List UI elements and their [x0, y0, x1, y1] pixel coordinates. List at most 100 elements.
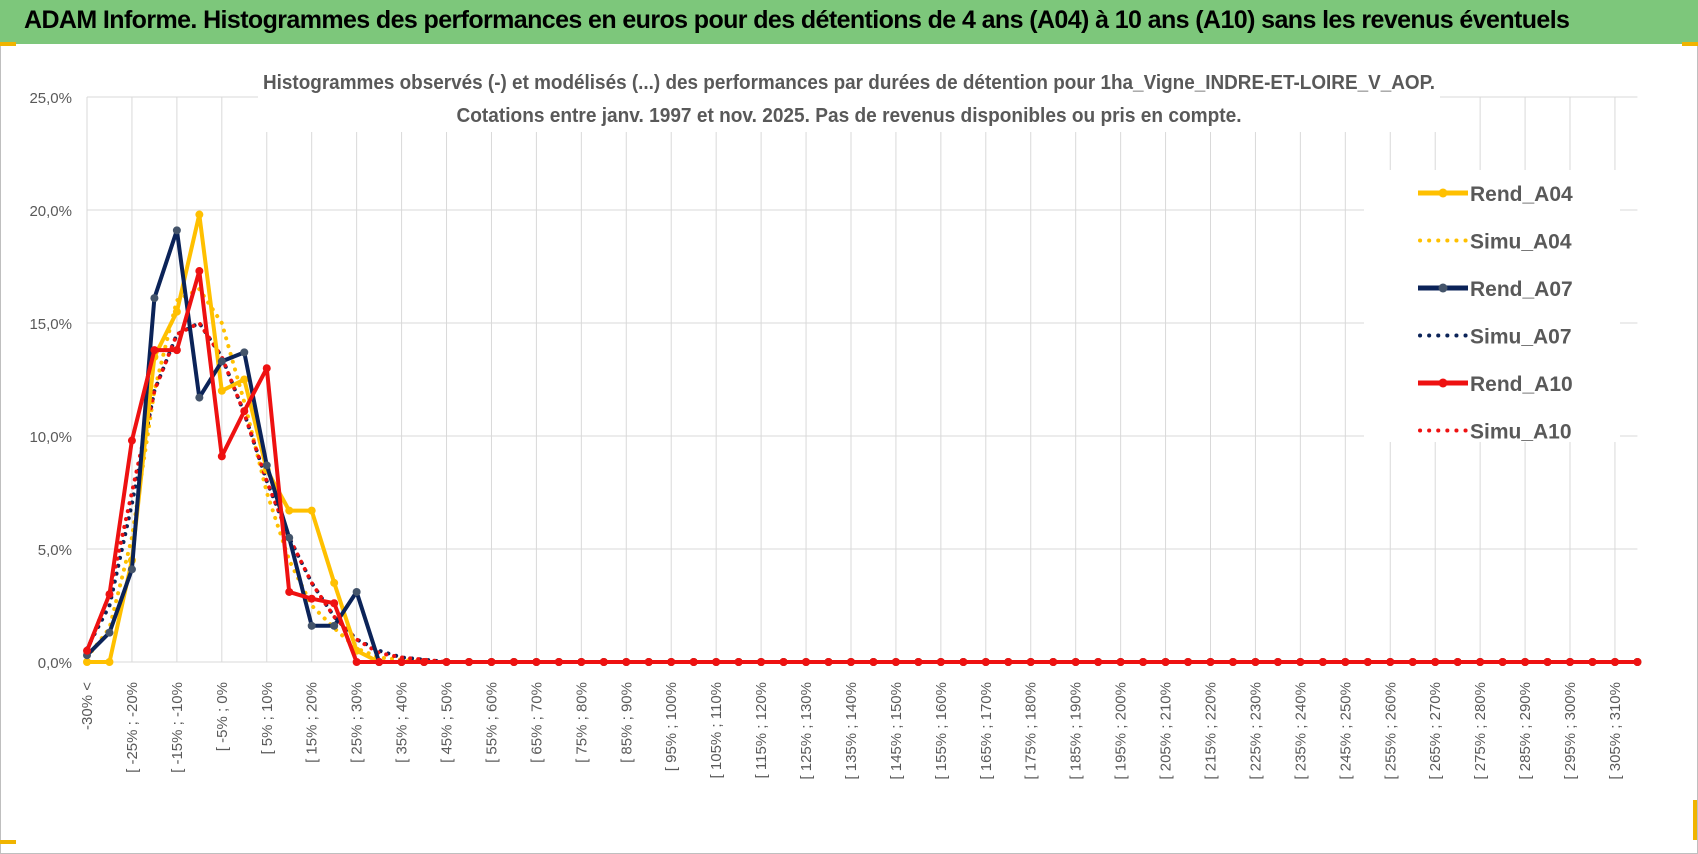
series-line-rend_a10: [85, 269, 1638, 664]
data-point: [105, 658, 114, 666]
x-axis-ticks: -30% < [ -25% ; -20% [ -15% ; -10% [ -5% ; …: [79, 682, 1624, 780]
data-point: [172, 307, 181, 316]
x-tick-label: [ 105% ; 110%: [708, 682, 725, 778]
legend: Rend_A04 Simu_A04 Rend_A07 Simu_A07 Rend_A10…: [1364, 170, 1620, 444]
data-point: [487, 658, 496, 666]
chart-title: Histogrammes observés (-) et modélisés (…: [263, 72, 1435, 94]
data-point: [599, 658, 608, 666]
x-tick-label: [ 165% ; 170%: [978, 682, 995, 780]
data-point: [1251, 658, 1260, 666]
series-layer: [83, 210, 1642, 666]
x-tick-label: [ 175% ; 180%: [1023, 682, 1040, 780]
x-tick-label: [ 205% ; 210%: [1158, 682, 1175, 780]
legend-item-rend_a04: Rend_A04: [1418, 183, 1573, 206]
page-title: ADAM Informe. Histogrammes des performan…: [24, 6, 1570, 34]
data-point: [150, 294, 159, 303]
data-point: [1453, 658, 1462, 666]
data-point: [1408, 658, 1417, 666]
data-point: [195, 393, 204, 402]
x-tick-label: [ 225% ; 230%: [1247, 682, 1264, 780]
legend-marker: [1438, 283, 1448, 293]
x-tick-label: [ 245% ; 250%: [1337, 682, 1354, 780]
data-point: [307, 621, 316, 630]
series-rend_a10: [83, 267, 1642, 666]
data-point: [240, 375, 249, 384]
data-point: [150, 346, 159, 355]
data-point: [1588, 658, 1597, 666]
x-tick-label: [ 5% ; 10%: [259, 682, 276, 755]
data-point: [1071, 658, 1080, 666]
data-point: [105, 628, 114, 637]
x-tick-label: [ 275% ; 280%: [1472, 682, 1489, 780]
data-point: [83, 646, 91, 655]
data-point: [1610, 658, 1619, 666]
x-tick-label: [ 35% ; 40%: [394, 682, 411, 763]
legend-label: Simu_A10: [1470, 421, 1572, 444]
data-point: [757, 658, 766, 666]
data-point: [1341, 658, 1350, 666]
x-tick-label: [ 155% ; 160%: [933, 682, 950, 780]
data-point: [891, 658, 900, 666]
data-point: [172, 226, 181, 235]
y-tick-label: 5,0%: [38, 542, 72, 559]
data-point: [824, 658, 833, 666]
legend-marker: [1438, 188, 1448, 198]
data-point: [105, 590, 114, 599]
data-point: [1139, 658, 1148, 666]
data-point: [1273, 658, 1282, 666]
data-point: [532, 658, 541, 666]
legend-label: Rend_A07: [1470, 278, 1573, 301]
x-tick-label: [ 45% ; 50%: [439, 682, 456, 763]
x-tick-label: [ 215% ; 220%: [1203, 682, 1220, 780]
legend-background: [1364, 170, 1620, 442]
data-point: [667, 658, 676, 666]
data-point: [1431, 658, 1440, 666]
chart-subtitle: Cotations entre janv. 1997 et nov. 2025.…: [457, 105, 1242, 127]
data-point: [689, 658, 698, 666]
data-point: [1521, 658, 1530, 666]
title-background: [258, 66, 1440, 132]
data-point: [509, 658, 518, 666]
legend-item-rend_a07: Rend_A07: [1418, 278, 1573, 301]
header-bar: ADAM Informe. Histogrammes des performan…: [0, 0, 1698, 44]
data-point: [127, 436, 136, 445]
data-point: [622, 658, 631, 666]
data-point: [240, 407, 249, 416]
legend-label: Simu_A04: [1470, 231, 1572, 254]
data-point: [1228, 658, 1237, 666]
data-point: [352, 658, 361, 666]
data-point: [1206, 658, 1215, 666]
corner-mark-top-right: [1682, 42, 1698, 46]
y-tick-label: 10,0%: [29, 429, 72, 446]
data-point: [1566, 658, 1575, 666]
data-point: [577, 658, 586, 666]
x-tick-label: [ 295% ; 300%: [1562, 682, 1579, 780]
x-tick-label: [ 265% ; 270%: [1427, 682, 1444, 780]
data-point: [217, 357, 226, 366]
data-point: [1363, 658, 1372, 666]
data-point: [959, 658, 968, 666]
data-point: [981, 658, 990, 666]
data-point: [802, 658, 811, 666]
data-point: [285, 506, 294, 515]
corner-mark-top-left: [0, 42, 16, 46]
data-point: [285, 533, 294, 542]
data-point: [1476, 658, 1485, 666]
x-tick-label: [ 195% ; 200%: [1113, 682, 1130, 780]
x-tick-label: [ 115% ; 120%: [753, 682, 770, 778]
legend-label: Rend_A04: [1470, 183, 1573, 206]
data-point: [217, 386, 226, 395]
data-point: [554, 658, 563, 666]
x-tick-label: [ 185% ; 190%: [1068, 682, 1085, 780]
data-point: [330, 578, 339, 587]
data-point: [352, 587, 361, 596]
data-point: [285, 587, 294, 596]
x-tick-label: -30% <: [79, 682, 96, 730]
data-point: [1386, 658, 1395, 666]
data-point: [1184, 658, 1193, 666]
data-point: [1543, 658, 1552, 666]
data-point: [1026, 658, 1035, 666]
data-point: [195, 267, 204, 276]
legend-marker: [1438, 378, 1448, 388]
